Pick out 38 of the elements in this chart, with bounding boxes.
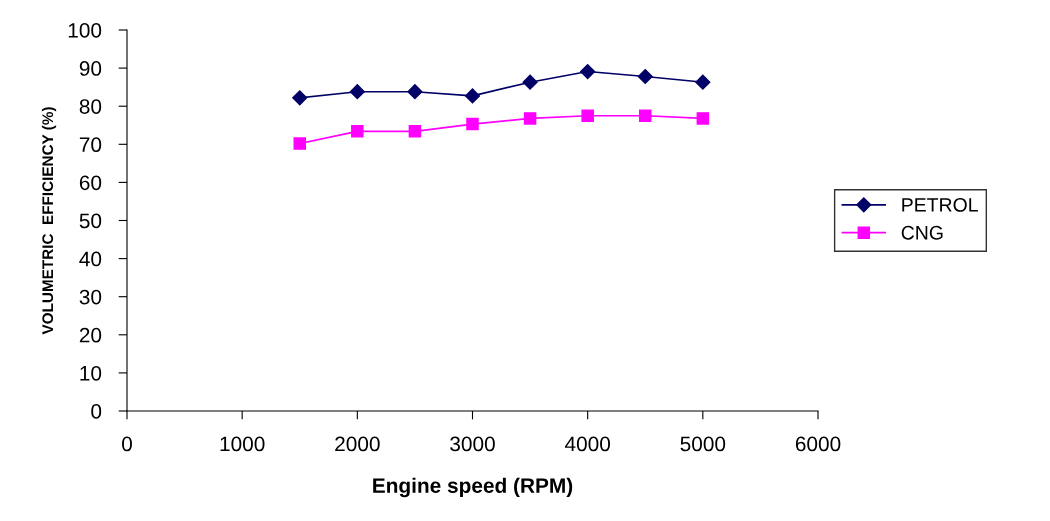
point	[292, 90, 308, 106]
point	[349, 84, 365, 100]
y-tick-label: 50	[79, 213, 102, 229]
point	[351, 125, 364, 138]
x-tick-label: 2000	[335, 436, 380, 452]
y-tick-label: 0	[91, 404, 102, 419]
y-tick-label: 20	[79, 327, 102, 343]
y-tick-label: 30	[79, 289, 102, 305]
legend-label: PETROL	[902, 198, 978, 212]
y-axis-title: VOLUMETRIC EFFICIENCY (%)	[41, 107, 57, 335]
point	[638, 109, 652, 122]
y-tick-label: 100	[68, 23, 102, 38]
point	[408, 125, 422, 138]
x-tick-label: 6000	[795, 436, 841, 452]
point	[581, 109, 594, 122]
point	[407, 84, 423, 100]
x-tick-label: 5000	[680, 436, 726, 452]
point	[466, 117, 479, 131]
y-tick-label: 40	[79, 251, 102, 267]
point	[522, 74, 538, 90]
point	[464, 88, 481, 104]
point	[637, 68, 653, 85]
point	[523, 112, 537, 125]
x-tick-label: 3000	[450, 436, 495, 452]
y-tick-label: 70	[79, 137, 102, 153]
y-tick-label: 10	[80, 365, 102, 381]
point	[580, 63, 596, 80]
y-tick-label: 80	[79, 99, 102, 114]
x-tick-label: 1000	[220, 436, 265, 452]
y-tick-label: 90	[79, 61, 102, 76]
x-tick-label: 4000	[564, 436, 611, 452]
point	[696, 112, 710, 125]
point	[293, 137, 307, 150]
x-tick-label: 0	[122, 436, 132, 452]
y-tick-label: 60	[79, 175, 102, 191]
x-axis-title: Engine speed (RPM)	[373, 477, 573, 498]
point	[695, 74, 711, 90]
legend-label: CNG	[901, 225, 943, 240]
